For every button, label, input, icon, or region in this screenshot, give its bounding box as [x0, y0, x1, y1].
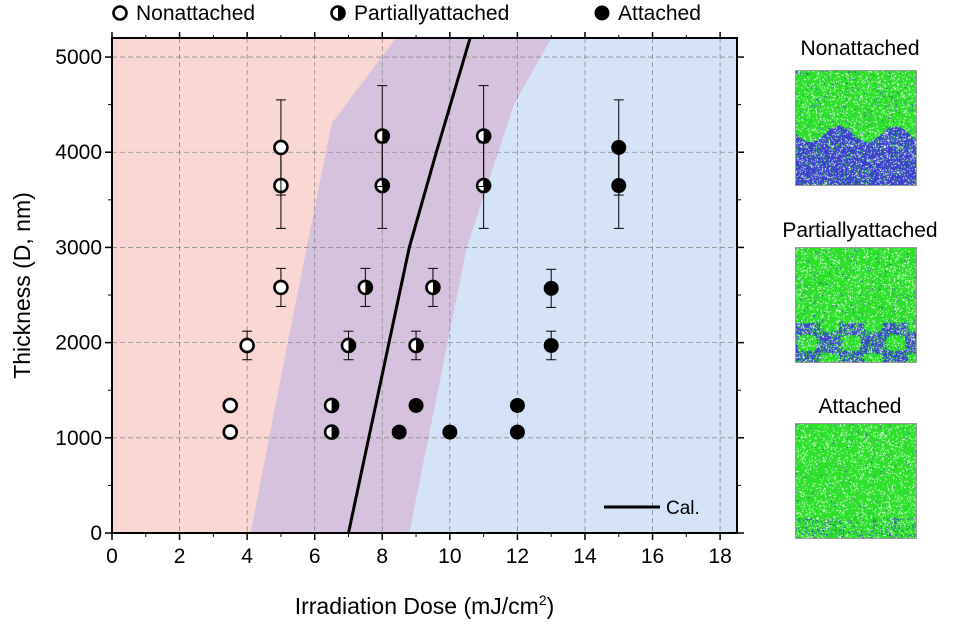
marker-open-circle: [239, 337, 255, 354]
partiallyattached-morphology-image: [795, 247, 917, 363]
point-attached: [509, 424, 525, 440]
marker-open-circle: [222, 424, 239, 440]
attached-morphology-image: [795, 423, 917, 539]
point-attached: [543, 280, 559, 296]
point-partiallyattached: [425, 279, 441, 296]
legend-marker-attached: [594, 5, 610, 21]
point-partiallyattached: [357, 279, 374, 296]
x-tick-label: 16: [641, 545, 664, 568]
marker-half-fill: [331, 398, 339, 412]
marker-open-circle: [273, 139, 289, 156]
region-nonattached: [112, 38, 396, 533]
point-partiallyattached: [374, 128, 391, 144]
marker-filled-circle: [509, 424, 525, 440]
marker-half-fill: [382, 129, 389, 143]
point-nonattached: [239, 337, 255, 354]
legend-marker-nonattached: [112, 5, 128, 21]
y-tick-label: 0: [90, 522, 102, 545]
x-tick-label: 6: [309, 545, 321, 568]
marker-half-fill: [416, 338, 423, 352]
marker-filled-circle: [509, 397, 525, 413]
side-label-nonattached: Nonattached: [800, 37, 920, 60]
marker-filled-circle: [543, 337, 559, 353]
marker-half-fill: [432, 280, 440, 294]
x-axis-label: Irradiation Dose (mJ/cm2): [295, 592, 555, 619]
marker-open-circle: [112, 5, 128, 21]
y-tick-label: 4000: [55, 141, 102, 164]
point-attached: [391, 424, 407, 440]
legend-label-attached: Attached: [618, 2, 701, 25]
marker-filled-circle: [408, 397, 424, 413]
legend-label-partiallyattached: Partiallyattached: [354, 2, 509, 25]
calc-line: [347, 38, 472, 533]
marker-open-circle: [273, 279, 289, 296]
legend-label-nonattached: Nonattached: [136, 2, 255, 25]
marker-half-fill: [338, 6, 345, 20]
point-nonattached: [222, 424, 239, 440]
point-attached: [509, 397, 525, 413]
calc-legend-label: Cal.: [666, 498, 700, 519]
point-attached: [442, 424, 458, 440]
point-partiallyattached: [475, 128, 492, 144]
marker-half-fill: [331, 425, 339, 439]
marker-open-circle: [222, 397, 239, 414]
x-tick-label: 0: [106, 545, 118, 568]
point-attached: [543, 337, 559, 353]
point-attached: [408, 397, 424, 413]
y-tick-label: 5000: [55, 46, 102, 69]
point-partiallyattached: [323, 397, 340, 414]
marker-filled-circle: [611, 139, 627, 155]
x-tick-label: 8: [376, 545, 388, 568]
x-tick-label: 18: [708, 545, 731, 568]
side-label-partiallyattached: Partiallyattached: [782, 219, 938, 242]
marker-filled-circle: [543, 280, 559, 296]
point-nonattached: [273, 279, 289, 296]
marker-half-fill: [348, 338, 355, 352]
marker-half-fill: [365, 280, 372, 294]
x-tick-label: 2: [174, 545, 186, 568]
side-label-attached: Attached: [818, 395, 902, 418]
point-partiallyattached: [323, 424, 340, 440]
legend-marker-partiallyattached: [330, 5, 346, 21]
point-attached: [611, 139, 627, 155]
point-nonattached: [273, 139, 289, 156]
marker-filled-circle: [391, 424, 407, 440]
nonattached-morphology-image: [795, 70, 917, 186]
marker-half-fill: [483, 129, 491, 143]
y-tick-label: 2000: [55, 332, 102, 355]
marker-filled-circle: [594, 5, 610, 21]
marker-half-fill: [382, 179, 389, 193]
x-tick-label: 10: [438, 545, 461, 568]
x-tick-label: 12: [506, 545, 529, 568]
y-tick-label: 1000: [55, 427, 102, 450]
x-tick-label: 4: [241, 545, 253, 568]
point-nonattached: [222, 397, 239, 414]
point-partiallyattached: [408, 337, 424, 354]
marker-filled-circle: [442, 424, 458, 440]
plot-frame: [111, 37, 738, 534]
y-axis-label: Thickness (D, nm): [9, 192, 35, 379]
x-tick-label: 14: [573, 545, 597, 568]
point-partiallyattached: [340, 337, 357, 354]
y-tick-label: 3000: [55, 236, 102, 259]
marker-half-fill: [483, 179, 491, 193]
